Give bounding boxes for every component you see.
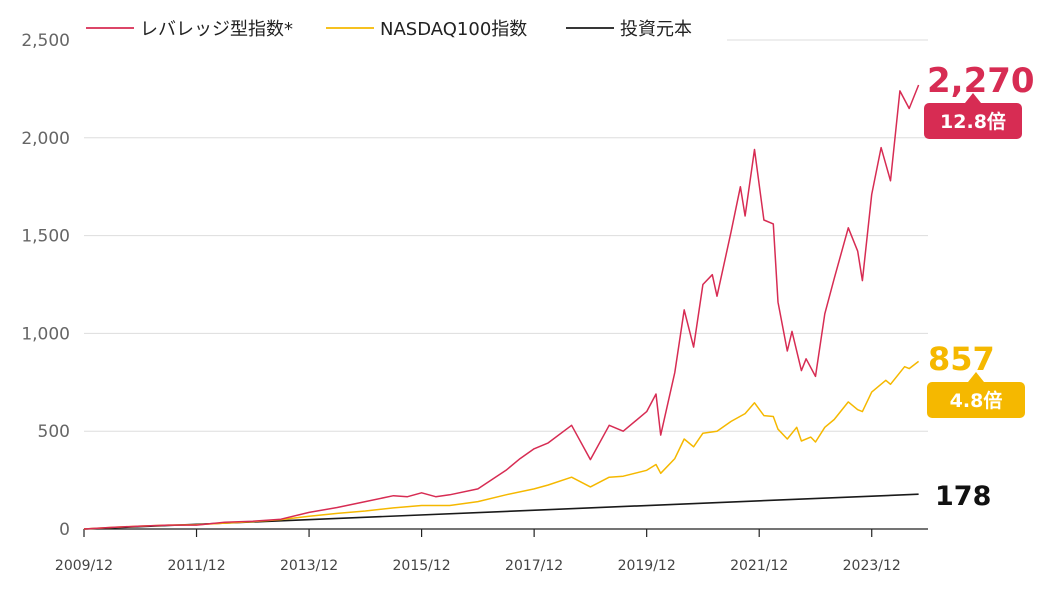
y-tick-label: 1,000 xyxy=(21,324,70,344)
x-tick-label: 2011/12 xyxy=(167,558,225,574)
legend-label: レバレッジ型指数* xyxy=(140,19,293,40)
x-tick-label: 2019/12 xyxy=(618,558,676,574)
gridlines xyxy=(84,39,928,530)
x-tick-label: 2017/12 xyxy=(505,558,563,574)
badge-text: 12.8倍 xyxy=(940,110,1006,133)
x-tick-label: 2023/12 xyxy=(843,558,901,574)
x-axis: 2009/12 2011/12 2013/12 2015/12 2017/12 2019/… xyxy=(55,529,901,574)
badge-box xyxy=(924,103,1022,139)
series-line xyxy=(83,360,920,530)
end-value-label: 2,270 xyxy=(927,61,1035,101)
y-tick-label: 0 xyxy=(59,520,70,540)
badge-pointer xyxy=(968,372,984,382)
x-tick-label: 2015/12 xyxy=(393,558,451,574)
multiple-badge: 12.8倍 xyxy=(924,93,1022,139)
y-tick-label: 1,500 xyxy=(21,227,70,247)
x-tick-label: 2021/12 xyxy=(730,558,788,574)
end-labels: 2,270 12.8倍 857 4.8倍 178 xyxy=(924,61,1035,512)
y-tick-label: 2,000 xyxy=(21,129,70,149)
y-tick-label: 500 xyxy=(38,422,70,442)
legend-label: NASDAQ100指数 xyxy=(380,19,527,40)
multiple-badge: 4.8倍 xyxy=(927,372,1025,418)
x-tick-label: 2013/12 xyxy=(280,558,338,574)
y-axis-ticks: 0 500 1,000 1,500 2,000 2,500 xyxy=(21,31,70,540)
y-tick-label: 2,500 xyxy=(21,31,70,51)
badge-pointer xyxy=(965,93,981,103)
end-value-label: 178 xyxy=(935,481,991,512)
legend-label: 投資元本 xyxy=(620,19,692,40)
series-line xyxy=(83,84,920,530)
badge-text: 4.8倍 xyxy=(950,389,1003,412)
series-lines xyxy=(83,84,920,530)
x-tick-label: 2009/12 xyxy=(55,558,113,574)
legend: レバレッジ型指数* NASDAQ100指数 投資元本 xyxy=(86,19,692,40)
badge-box xyxy=(927,382,1025,418)
end-value-label: 857 xyxy=(928,340,995,378)
